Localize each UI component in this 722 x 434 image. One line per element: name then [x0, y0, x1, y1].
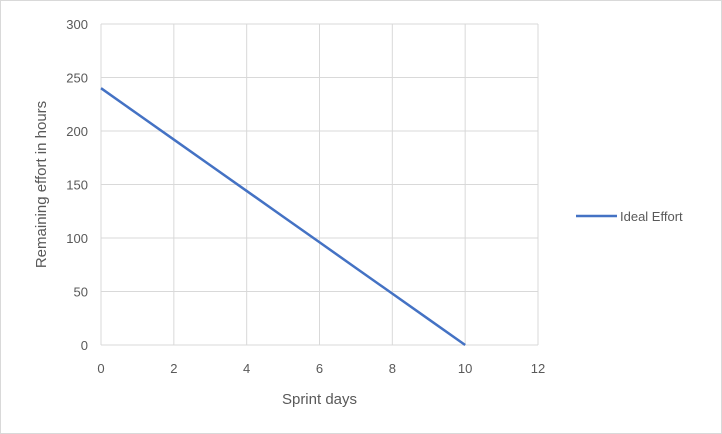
y-tick-label: 150	[66, 178, 88, 193]
x-axis-title: Sprint days	[282, 391, 357, 408]
tick-label-layer: 0 50 100 150 200 250 300 0 2 4 6 8 10 12	[66, 17, 545, 376]
series-line-ideal-effort	[100, 87, 466, 347]
y-tick-label: 250	[66, 71, 88, 86]
y-tick-label: 300	[66, 17, 88, 32]
y-tick-label: 0	[81, 338, 88, 353]
series-layer	[100, 87, 466, 347]
x-tick-label: 8	[389, 361, 396, 376]
y-tick-label: 200	[66, 124, 88, 139]
x-tick-label: 4	[243, 361, 250, 376]
x-tick-label: 12	[531, 361, 545, 376]
x-tick-label: 0	[97, 361, 104, 376]
y-axis-title: Remaining effort in hours	[33, 101, 50, 268]
y-tick-label: 100	[66, 231, 88, 246]
legend: Ideal Effort	[576, 209, 683, 224]
legend-label-ideal-effort: Ideal Effort	[620, 209, 683, 224]
grid-layer	[100, 23, 539, 346]
x-tick-label: 2	[170, 361, 177, 376]
x-tick-label: 6	[316, 361, 323, 376]
y-tick-label: 50	[74, 285, 88, 300]
x-tick-label: 10	[458, 361, 472, 376]
